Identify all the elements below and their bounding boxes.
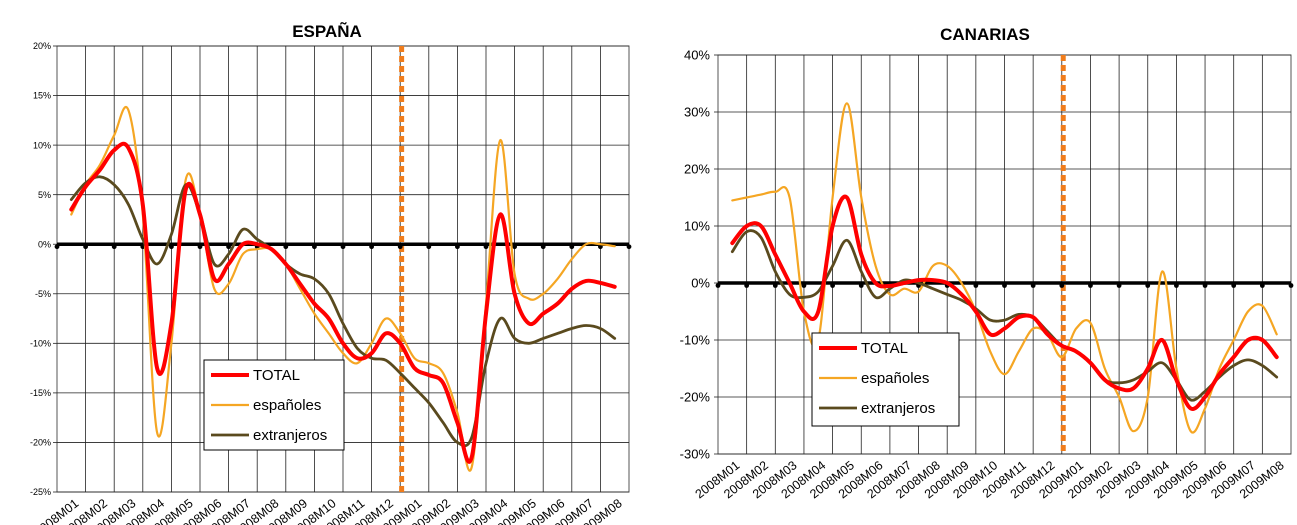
espana-zero-marker [111, 244, 117, 250]
canarias-ytick-label: -10% [680, 333, 711, 348]
espana-series-espanoles [70, 106, 616, 472]
canarias-zero-marker [1002, 283, 1007, 288]
espana-zero-marker [312, 244, 317, 250]
canarias-zero-marker [1030, 283, 1036, 288]
espana-zero-marker [340, 244, 346, 250]
espana-zero-marker [283, 244, 289, 250]
canarias-legend-label: españoles [861, 370, 929, 387]
espana-zero-marker [397, 244, 403, 250]
canarias-zero-marker [1174, 283, 1179, 288]
canarias-ytick-label: 20% [684, 162, 710, 177]
canarias-series-total [730, 194, 1279, 411]
espana-zero-marker [369, 244, 374, 250]
espana-legend-label: extranjeros [253, 427, 327, 444]
espana-ytick-label: -10% [30, 338, 51, 348]
canarias-zero-marker [1088, 283, 1093, 288]
espana-ytick-label: -20% [30, 438, 51, 448]
canarias-chart-title: CANARIAS [940, 25, 1030, 44]
canarias-legend-label: TOTAL [861, 340, 908, 357]
espana-zero-marker [83, 244, 88, 250]
espana-legend-label: TOTAL [253, 367, 300, 384]
canarias-zero-marker [1231, 283, 1237, 288]
espana-ytick-label: 10% [33, 140, 51, 150]
canarias-ytick-label: 10% [684, 219, 710, 234]
espana-ytick-label: -15% [30, 388, 51, 398]
canarias-zero-marker [772, 283, 778, 288]
canarias-zero-marker [973, 283, 979, 288]
canarias-zero-marker [801, 283, 807, 288]
espana-zero-marker [169, 244, 174, 250]
canarias-zero-marker [830, 283, 835, 288]
espana-series-total [69, 141, 617, 464]
canarias-zero-marker [1202, 283, 1208, 288]
canarias-zero-marker [744, 283, 750, 288]
espana-ytick-label: 0% [38, 239, 51, 249]
canarias-ytick-label: -30% [680, 447, 711, 462]
espana-zero-marker [455, 244, 460, 250]
espana-legend-label: españoles [253, 397, 321, 414]
espana-chart: ESPAÑA 20%15%10%5%0%-5%-10%-15%-20%-25%2… [30, 21, 632, 525]
espana-zero-marker [540, 244, 546, 250]
canarias-zero-marker [1259, 283, 1265, 288]
espana-zero-marker [226, 244, 232, 250]
canarias-ytick-label: 0% [691, 276, 710, 291]
canarias-zero-marker [1288, 283, 1294, 288]
canarias-ytick-label: 40% [684, 48, 710, 63]
espana-zero-marker [483, 244, 489, 250]
espana-zero-marker [197, 244, 203, 250]
espana-ytick-label: 15% [33, 91, 51, 101]
espana-ytick-label: -25% [30, 487, 51, 497]
canarias-ytick-label: 30% [684, 105, 710, 120]
canarias-zero-marker [858, 283, 864, 288]
canarias-zero-marker [715, 283, 721, 288]
espana-chart-title: ESPAÑA [292, 21, 362, 41]
canarias-zero-marker [1116, 283, 1122, 288]
canarias-ytick-label: -20% [680, 390, 711, 405]
espana-ytick-label: -5% [35, 289, 51, 299]
espana-zero-marker [598, 244, 603, 250]
canarias-zero-marker [1059, 283, 1065, 288]
espana-zero-marker [569, 244, 575, 250]
canarias-legend-label: extranjeros [861, 400, 935, 417]
canarias-plot: 40%30%20%10%0%-10%-20%-30%2008M012008M02… [680, 48, 1294, 501]
espana-zero-marker [54, 244, 60, 250]
espana-series-extranjeros [69, 175, 617, 448]
espana-zero-marker [512, 244, 517, 250]
espana-zero-marker [626, 244, 632, 250]
espana-zero-marker [426, 244, 432, 250]
canarias-chart: CANARIAS 40%30%20%10%0%-10%-20%-30%2008M… [680, 25, 1294, 501]
espana-ytick-label: 20% [33, 41, 51, 51]
espana-ytick-label: 5% [38, 190, 51, 200]
canarias-zero-marker [1145, 283, 1151, 288]
espana-plot: 20%15%10%5%0%-5%-10%-15%-20%-25%2008M012… [30, 41, 632, 525]
